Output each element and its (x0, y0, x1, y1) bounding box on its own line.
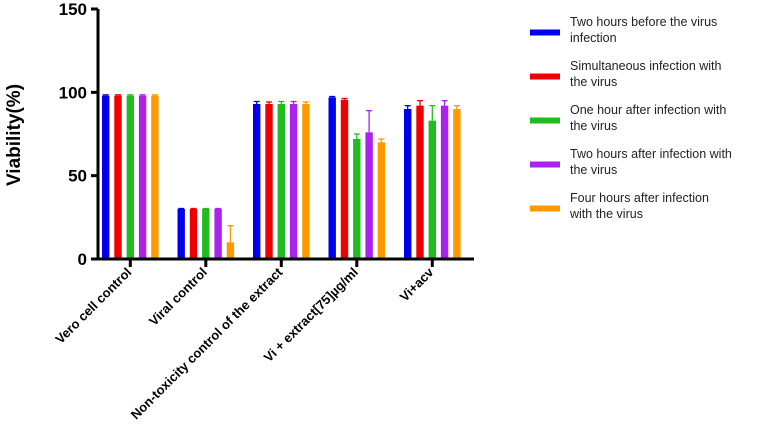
bar (365, 132, 373, 259)
legend-label: One hour after infection with the virus (570, 103, 726, 133)
bar (428, 120, 436, 260)
bar (114, 95, 122, 260)
legend-swatch (530, 205, 560, 212)
legend-label: Two hours before the virus infection (570, 15, 717, 45)
y-tick-label: 0 (78, 250, 87, 269)
bar (302, 104, 310, 259)
bar (353, 139, 361, 259)
legend-swatch (530, 73, 560, 80)
y-tick-label: 150 (59, 0, 87, 19)
x-axis-ticks: Vero cell control Viral controlNon-toxici… (52, 259, 437, 422)
bar (328, 97, 336, 259)
bar (138, 95, 147, 260)
bar (214, 209, 222, 259)
bar (404, 109, 412, 259)
bar (440, 105, 449, 260)
bar (189, 209, 198, 259)
x-tick-label: Vero cell control (52, 265, 134, 347)
legend-swatch (530, 29, 560, 36)
legend-label: Simultaneous infection with the virus (570, 59, 722, 89)
bar (126, 95, 134, 260)
bar (340, 99, 349, 259)
legend-swatch (530, 161, 560, 168)
bar (416, 105, 424, 260)
bar (151, 95, 159, 260)
y-tick-label: 100 (59, 83, 87, 102)
bar (226, 242, 235, 259)
y-axis-label: Viability(%) (4, 84, 25, 186)
x-tick-label: Viral control (146, 265, 210, 329)
bar (377, 142, 386, 259)
y-tick-label: 50 (68, 167, 87, 186)
bars (102, 95, 461, 260)
x-tick-label: Non-toxicity control of the extract (128, 264, 286, 422)
bar (102, 95, 110, 260)
bar (265, 104, 273, 259)
bar (253, 104, 261, 259)
legend-label: Two hours after infection with the virus (570, 147, 732, 177)
bar (202, 209, 210, 259)
bar (453, 109, 461, 259)
legend-swatch (530, 117, 560, 124)
x-tick-label: Vi+acv (397, 264, 437, 304)
y-axis-ticks: 0 50 100 150 (59, 0, 98, 269)
legend-label: Four hours after infection with the virus (569, 191, 709, 221)
bar (177, 209, 185, 259)
error-bars (102, 94, 460, 243)
bar (289, 104, 298, 259)
bar (277, 104, 285, 259)
legend: Two hours before the virus infection Simul… (530, 15, 732, 221)
